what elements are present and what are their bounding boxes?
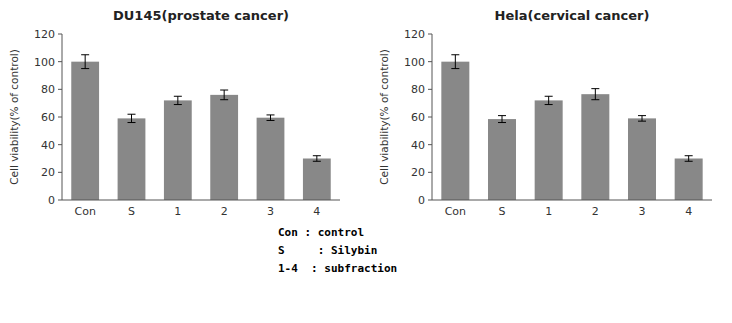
- y-tick-label: 60: [411, 111, 425, 124]
- y-tick: [428, 144, 432, 145]
- x-tick-label: 1: [174, 205, 181, 218]
- error-bar: [267, 115, 275, 121]
- y-tick: [428, 172, 432, 173]
- error-bar: [313, 156, 321, 162]
- y-tick: [58, 34, 62, 35]
- y-tick: [428, 200, 432, 201]
- bar: [628, 118, 656, 200]
- x-tick-label: 2: [592, 205, 599, 218]
- x-tick-label: 1: [545, 205, 552, 218]
- bar: [488, 119, 516, 200]
- error-bar: [128, 114, 136, 122]
- bar: [257, 118, 285, 200]
- x-tick-label: Con: [445, 205, 466, 218]
- x-tick-label: S: [128, 205, 135, 218]
- bar: [675, 159, 703, 201]
- y-tick: [58, 144, 62, 145]
- panel: DU145(prostate cancer) Cell viability(% o…: [8, 8, 340, 218]
- bar: [71, 62, 99, 200]
- y-tick-label: 120: [34, 28, 55, 41]
- y-tick: [58, 172, 62, 173]
- y-tick: [58, 89, 62, 90]
- error-bar: [81, 55, 89, 69]
- panel: Hela(cervical cancer) Cell viability(% of…: [378, 8, 712, 218]
- y-tick-label: 100: [34, 56, 55, 69]
- x-tick-label: 4: [313, 205, 320, 218]
- y-tick-label: 40: [41, 139, 55, 152]
- y-tick-label: 20: [41, 166, 55, 179]
- bar: [441, 62, 469, 200]
- y-tick-label: 80: [411, 83, 425, 96]
- y-tick: [58, 117, 62, 118]
- x-tick-label: 3: [639, 205, 646, 218]
- y-tick: [428, 34, 432, 35]
- y-axis: [432, 34, 433, 200]
- error-bar: [545, 96, 553, 104]
- x-tick-label: 4: [685, 205, 692, 218]
- y-tick: [58, 61, 62, 62]
- y-tick-label: 0: [418, 194, 425, 207]
- plot-area: [71, 55, 330, 200]
- y-tick-label: 60: [41, 111, 55, 124]
- y-tick: [58, 200, 62, 201]
- bar: [210, 95, 238, 200]
- error-bar: [174, 96, 182, 104]
- error-bar: [591, 89, 599, 100]
- x-axis: [62, 200, 340, 201]
- annotation: 1-4 : subfraction: [278, 262, 397, 275]
- y-tick-label: 80: [41, 83, 55, 96]
- x-tick-label: Con: [74, 205, 95, 218]
- y-tick-label: 40: [411, 139, 425, 152]
- error-bar: [685, 156, 693, 162]
- y-tick-label: 20: [411, 166, 425, 179]
- title: DU145(prostate cancer): [113, 8, 289, 23]
- bar: [118, 118, 146, 200]
- y-axis: [62, 34, 63, 200]
- bar: [581, 94, 609, 200]
- bar: [164, 100, 192, 200]
- annotation: Con : control: [278, 226, 364, 239]
- x-tick-label: 3: [267, 205, 274, 218]
- bar: [303, 159, 331, 201]
- error-bar: [220, 90, 228, 100]
- annotation: S : Silybin: [278, 244, 377, 257]
- x-tick-label: S: [499, 205, 506, 218]
- y-label: Cell viability(% of control): [8, 49, 20, 185]
- x-axis: [432, 200, 712, 201]
- title: Hela(cervical cancer): [495, 8, 650, 23]
- y-tick-label: 100: [404, 56, 425, 69]
- y-tick: [428, 89, 432, 90]
- error-bar: [638, 116, 646, 122]
- y-tick-label: 0: [48, 194, 55, 207]
- figure: DU145(prostate cancer) Cell viability(% o…: [0, 0, 732, 323]
- y-label: Cell viability(% of control): [378, 49, 390, 185]
- y-tick: [428, 117, 432, 118]
- x-tick-label: 2: [221, 205, 228, 218]
- plot-area: [441, 55, 702, 200]
- y-tick: [428, 61, 432, 62]
- y-tick-label: 120: [404, 28, 425, 41]
- bar: [535, 100, 563, 200]
- error-bar: [498, 116, 506, 123]
- error-bar: [451, 55, 459, 69]
